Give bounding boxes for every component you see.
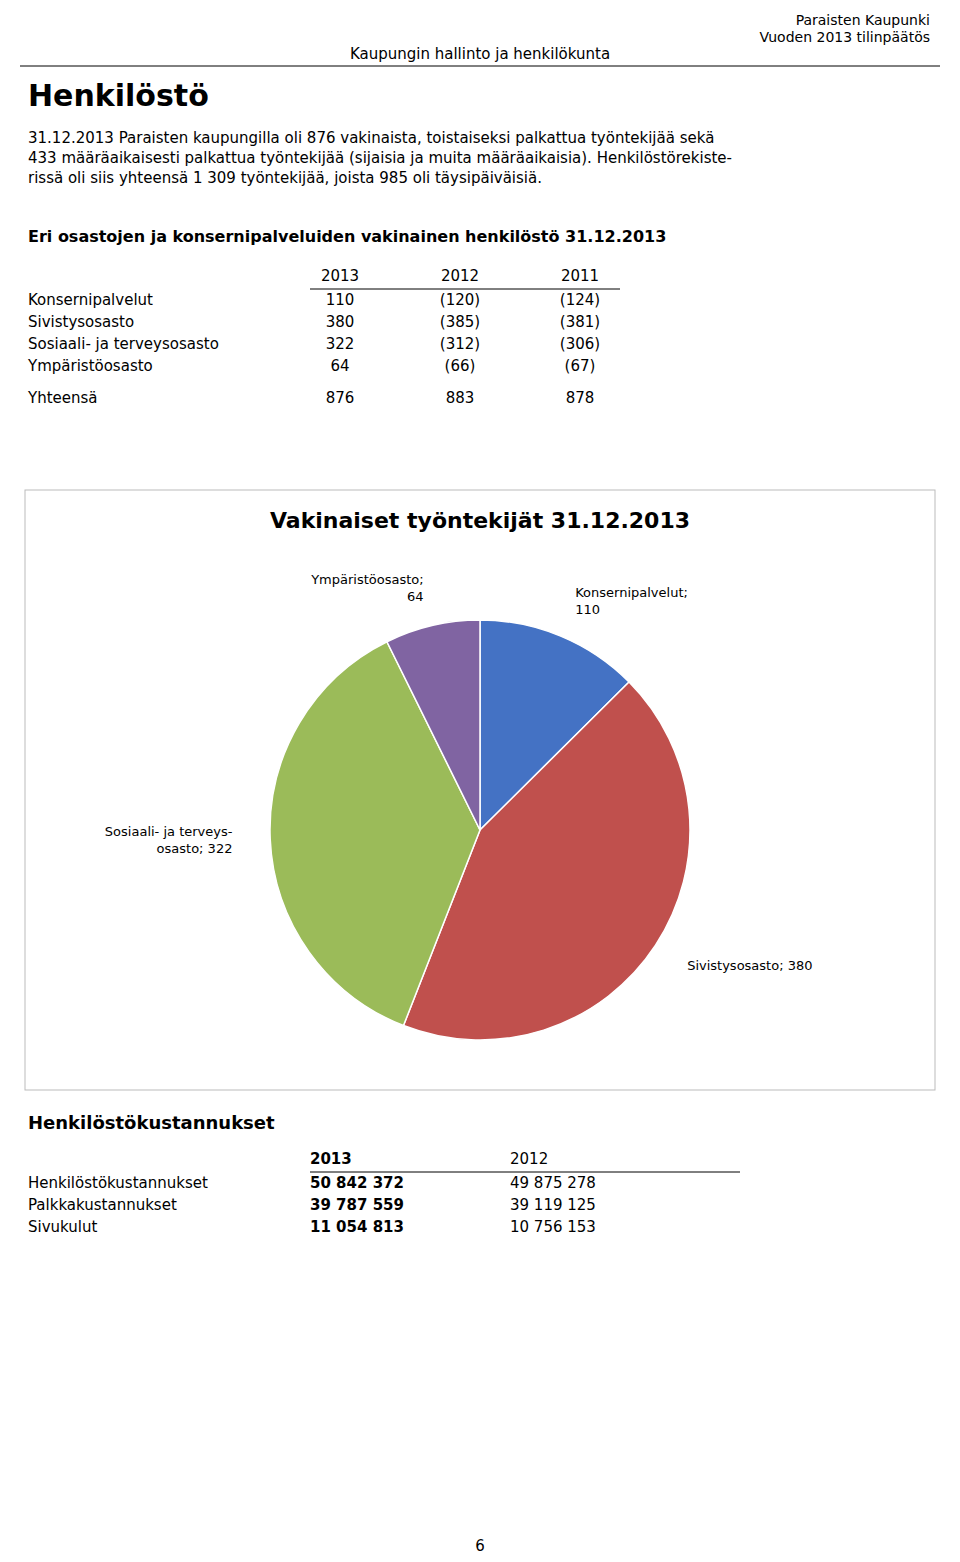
costs-row-label: Sivukulut: [28, 1218, 97, 1236]
data-label-line: 110: [575, 601, 600, 616]
costs-cell: 50 842 372: [310, 1174, 404, 1192]
paragraph-line: 433 määräaikaisesti palkattua työntekijä…: [28, 149, 732, 167]
data-label-line: Sosiaali- ja terveys-: [105, 824, 233, 839]
page: Paraisten KaupunkiVuoden 2013 tilinpäätö…: [0, 0, 960, 1562]
table-cell: 64: [330, 357, 349, 375]
table-row-label: Ympäristöosasto: [27, 357, 153, 375]
table-row-label: Sivistysosasto: [28, 313, 134, 331]
costs-header: 2013: [310, 1150, 352, 1168]
table-cell: (120): [440, 291, 480, 309]
paragraph-line: rissä oli siis yhteensä 1 309 työntekijä…: [28, 169, 542, 187]
pie: [270, 620, 690, 1040]
data-label: Sosiaali- ja terveys-osasto; 322: [105, 824, 233, 856]
chart-frame: [25, 490, 935, 1090]
costs-row-label: Palkkakustannukset: [28, 1196, 177, 1214]
table-cell: 380: [326, 313, 355, 331]
data-label-line: osasto; 322: [157, 841, 233, 856]
costs-cell: 11 054 813: [310, 1218, 404, 1236]
costs-title: Henkilöstökustannukset: [28, 1112, 275, 1133]
table-total-cell: 876: [326, 389, 355, 407]
rule: [20, 66, 940, 67]
section-title: Eri osastojen ja konsernipalveluiden vak…: [28, 227, 666, 246]
data-label-line: Sivistysosasto; 380: [687, 958, 812, 973]
costs-cell: 10 756 153: [510, 1218, 596, 1236]
data-labels: Konsernipalvelut; 110 Sivistysosasto; 380 S…: [105, 572, 813, 973]
costs-header: 2012: [510, 1150, 548, 1168]
table-cell: (67): [565, 357, 596, 375]
table-row-label: Sosiaali- ja terveysosasto: [28, 335, 219, 353]
table-cell: (124): [560, 291, 600, 309]
header: Vuoden 2013 tilinpäätös: [760, 29, 930, 45]
table-total-cell: 878: [566, 389, 595, 407]
costs-cell: 49 875 278: [510, 1174, 596, 1192]
table-cell: (66): [445, 357, 476, 375]
table-cell: (381): [560, 313, 600, 331]
data-label-line: 64: [407, 589, 424, 604]
data-label-line: Ympäristöosasto;: [310, 572, 424, 587]
costs-cell: 39 119 125: [510, 1196, 596, 1214]
data-label: Ympäristöosasto; 64: [310, 572, 424, 604]
table-cell: 110: [326, 291, 355, 309]
costs-cell: 39 787 559: [310, 1196, 404, 1214]
table-total-label: Yhteensä: [27, 389, 98, 407]
table-cell: 322: [326, 335, 355, 353]
pie-slice: [387, 620, 480, 830]
table-header: 2011: [561, 267, 599, 285]
table-total-cell: 883: [446, 389, 475, 407]
table-cell: (306): [560, 335, 600, 353]
rule: [310, 289, 620, 290]
table-cell: (385): [440, 313, 480, 331]
table-header: 2012: [441, 267, 479, 285]
table-cell: (312): [440, 335, 480, 353]
page-number: 6: [475, 1537, 485, 1555]
header: Kaupungin hallinto ja henkilökunta: [350, 45, 610, 63]
chart-title: Vakinaiset työntekijät 31.12.2013: [270, 508, 690, 533]
rule: [310, 1172, 740, 1173]
data-label: Konsernipalvelut; 110: [575, 584, 688, 616]
costs-row-label: Henkilöstökustannukset: [28, 1174, 208, 1192]
data-label-line: Konsernipalvelut;: [575, 584, 688, 599]
header: Paraisten Kaupunki: [796, 12, 930, 28]
table-header: 2013: [321, 267, 359, 285]
main-title: Henkilöstö: [28, 78, 209, 113]
data-label: Sivistysosasto; 380: [687, 958, 812, 973]
table-row-label: Konsernipalvelut: [28, 291, 153, 309]
paragraph-line: 31.12.2013 Paraisten kaupungilla oli 876…: [28, 129, 714, 147]
